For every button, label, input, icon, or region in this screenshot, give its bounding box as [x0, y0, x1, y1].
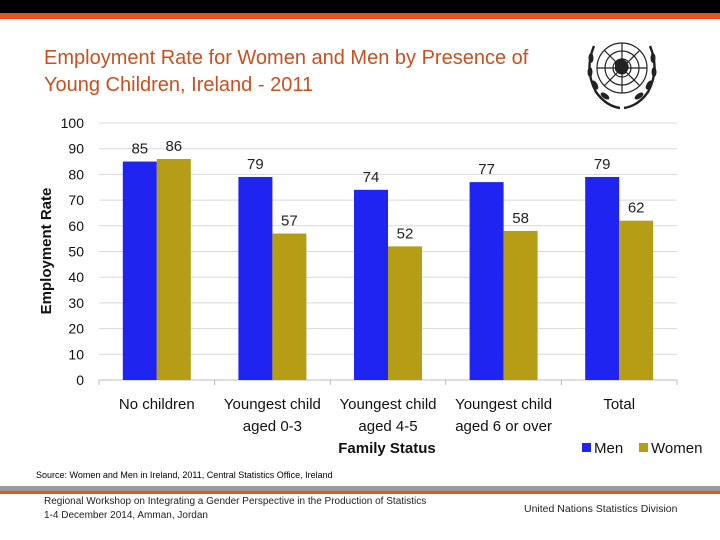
top-bar [0, 0, 720, 13]
y-tick-label: 30 [68, 295, 84, 311]
bar-women [156, 158, 191, 380]
data-label: 79 [594, 156, 611, 173]
data-label: 58 [512, 210, 529, 227]
y-tick-label: 50 [68, 244, 84, 260]
category-label: aged 6 or over [455, 418, 552, 435]
slide-title-line-1: Employment Rate for Women and Men by Pre… [44, 47, 529, 69]
legend-label: Women [651, 440, 702, 457]
data-label: 86 [165, 138, 182, 155]
data-label: 79 [247, 156, 264, 173]
category-label: Total [603, 396, 635, 413]
bar-women [272, 233, 307, 380]
y-axis-title: Employment Rate [38, 188, 55, 315]
y-tick-label: 70 [68, 192, 84, 208]
legend-label: Men [594, 440, 623, 457]
y-tick-label: 80 [68, 166, 84, 182]
legend: Men Women [582, 440, 702, 457]
data-label: 74 [363, 169, 380, 186]
slide-title-line-2: Young Children, Ireland - 2011 [44, 74, 314, 96]
top-accent-bar [0, 13, 720, 19]
y-tick-label: 20 [68, 321, 84, 337]
y-tick-label: 90 [68, 141, 84, 157]
category-label: Youngest child [339, 396, 436, 413]
category-label: Youngest child [224, 396, 321, 413]
data-label: 52 [397, 225, 414, 242]
footer-accent-bar [0, 491, 720, 494]
employment-chart: 0 10 20 30 40 50 60 70 80 90 100 85 86 No children 79 5… [38, 115, 702, 457]
y-tick-label: 100 [61, 115, 85, 131]
un-emblem-icon [587, 42, 657, 110]
legend-swatch [582, 443, 591, 452]
bar-women [388, 246, 422, 380]
bar-men [469, 182, 504, 380]
category-label: Youngest child [455, 396, 552, 413]
bar-men [354, 189, 388, 380]
category-label: aged 4-5 [358, 418, 417, 435]
bar-men [585, 176, 620, 380]
y-tick-label: 10 [68, 346, 84, 362]
y-tick-label: 40 [68, 269, 84, 285]
data-label: 77 [478, 161, 495, 178]
data-label: 85 [131, 141, 148, 158]
bar-women [619, 220, 654, 380]
x-axis-title: Family Status [338, 440, 436, 457]
category-label: No children [119, 396, 195, 413]
data-label: 57 [281, 213, 298, 230]
y-tick-label: 0 [76, 372, 84, 388]
footer-event: Regional Workshop on Integrating a Gende… [44, 495, 426, 523]
data-label: 62 [628, 200, 645, 217]
y-tick-label: 60 [68, 218, 84, 234]
footer-organization: United Nations Statistics Division [524, 503, 678, 515]
footer-divider [0, 486, 720, 491]
legend-swatch [639, 443, 648, 452]
footer-event-title: Regional Workshop on Integrating a Gende… [44, 496, 427, 507]
slide-title: Employment Rate for Women and Men by Pre… [44, 45, 584, 99]
bar-women [503, 230, 538, 380]
bar-men [122, 161, 157, 380]
source-note: Source: Women and Men in Ireland, 2011, … [36, 470, 333, 480]
bar-men [238, 176, 273, 380]
category-label: aged 0-3 [243, 418, 302, 435]
footer-event-date: 1-4 December 2014, Amman, Jordan [44, 510, 208, 521]
